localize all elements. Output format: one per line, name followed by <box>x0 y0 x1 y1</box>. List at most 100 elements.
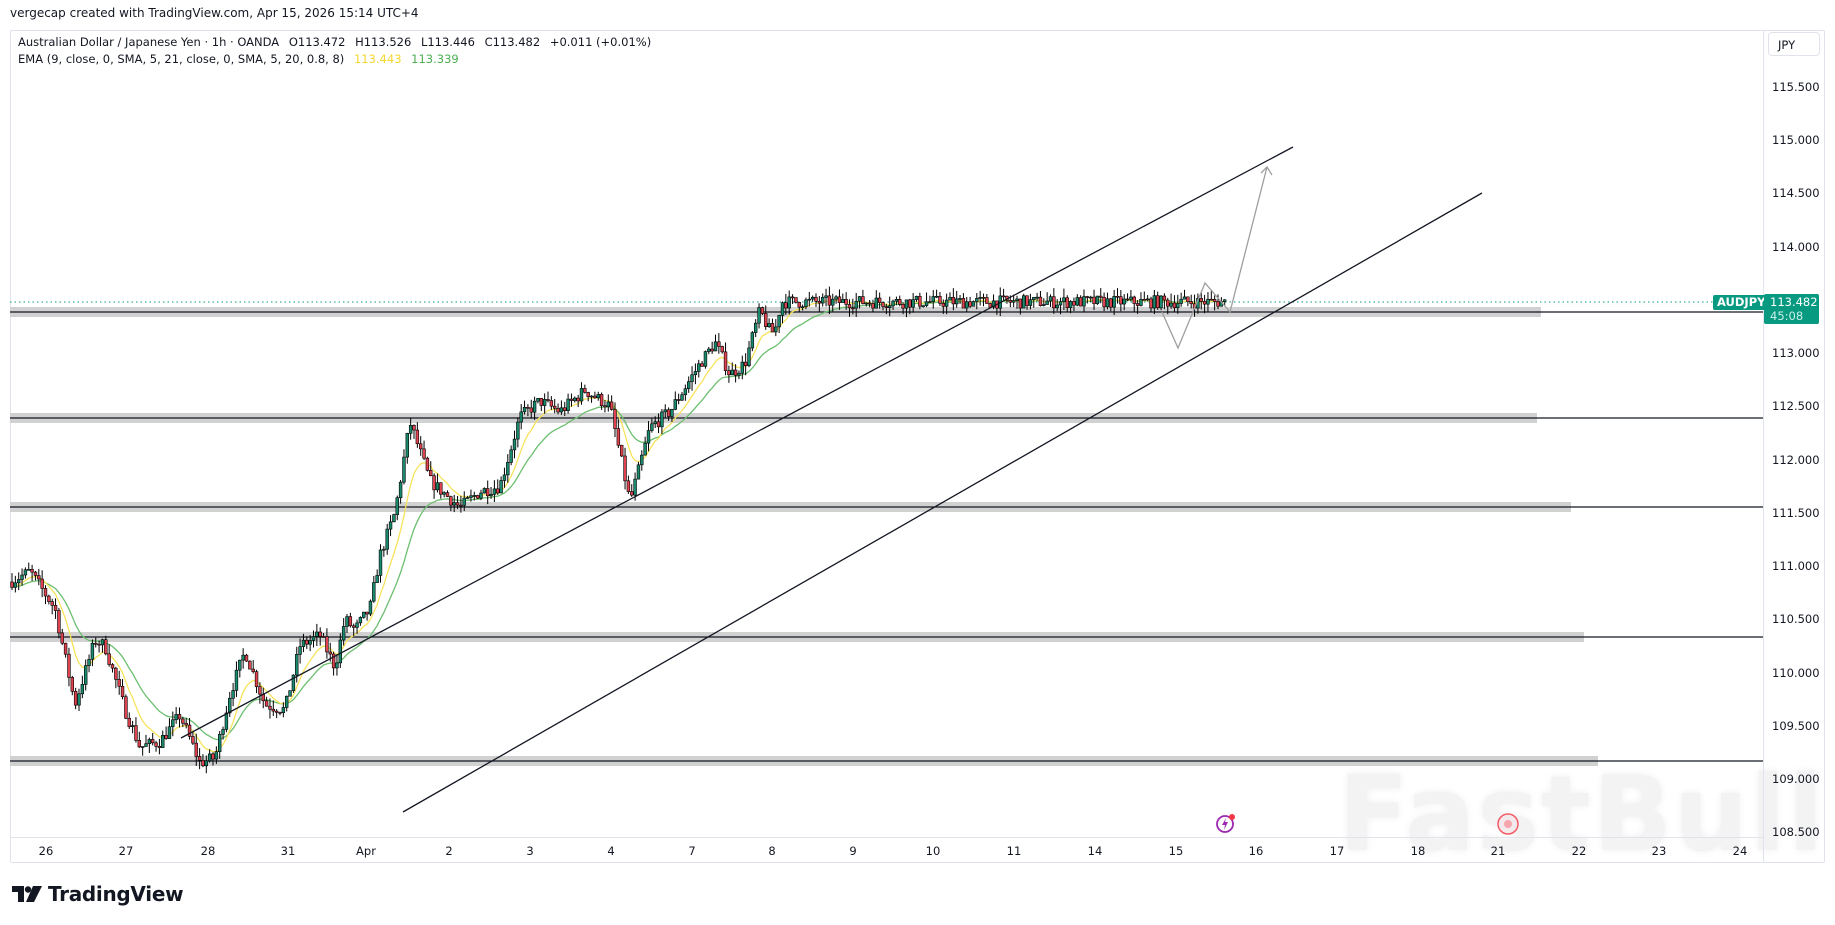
ema-fast-line <box>11 298 1225 753</box>
date-tick-label: 23 <box>1651 844 1667 858</box>
candle-up <box>670 409 674 417</box>
candle-down <box>666 409 671 417</box>
candle-down <box>194 742 198 757</box>
candle-down <box>630 491 634 496</box>
candle-up <box>841 299 845 303</box>
candle-down <box>790 296 795 299</box>
ema-slow-value: 113.339 <box>411 52 459 66</box>
candle-up <box>402 456 406 483</box>
candle-down <box>73 691 78 706</box>
candle-down <box>529 407 533 413</box>
candle-down <box>1156 295 1160 309</box>
bar-countdown: 45:08 <box>1770 309 1804 323</box>
indicator-name[interactable]: EMA (9, close, 0, SMA, 5, 21, close, 0, … <box>18 52 345 66</box>
candle-up <box>358 617 363 624</box>
candle-down <box>549 400 554 407</box>
candle-up <box>388 521 393 530</box>
candle-down <box>53 605 58 611</box>
candle-up <box>686 381 691 390</box>
candle-up <box>228 697 232 714</box>
event-marker-icon[interactable] <box>1496 812 1520 836</box>
candle-down <box>191 736 195 744</box>
economic-event-icon[interactable] <box>1215 812 1237 834</box>
candle-up <box>1048 296 1053 302</box>
candle-down <box>63 642 68 655</box>
candle-up <box>854 300 858 309</box>
candle-down <box>784 302 788 309</box>
candle-down <box>552 405 557 409</box>
candle-up <box>1015 298 1019 301</box>
candle-down <box>837 296 842 303</box>
candle-up <box>395 497 399 515</box>
candle-up <box>904 299 909 309</box>
legend-symbol[interactable]: Australian Dollar / Japanese Yen · 1h · … <box>18 35 280 49</box>
candle-up <box>512 438 517 451</box>
channel-upper-line <box>180 146 1294 739</box>
price-tick-label: 110.000 <box>1772 665 1820 680</box>
projection-arrow-head-icon <box>1260 165 1273 176</box>
candle-up <box>341 626 346 641</box>
candle-down <box>1172 302 1177 309</box>
date-tick-label: 10 <box>925 844 941 858</box>
candle-up <box>392 514 396 523</box>
candle-up <box>934 295 939 298</box>
candle-up <box>1179 298 1183 304</box>
date-tick-label: 18 <box>1410 844 1426 858</box>
candle-up <box>90 642 95 660</box>
candle-up <box>532 400 537 413</box>
candle-down <box>938 295 942 304</box>
candle-up <box>482 488 487 494</box>
candle-up <box>1206 298 1210 305</box>
candle-down <box>254 671 259 687</box>
candle-down <box>1008 300 1013 303</box>
candle-up <box>161 735 165 748</box>
time-axis[interactable] <box>10 837 1763 864</box>
candle-down <box>244 654 249 662</box>
chart-panel[interactable] <box>10 30 1825 863</box>
tradingview-logo[interactable]: TradingView <box>12 882 184 906</box>
candle-up <box>1159 295 1163 309</box>
candle-down <box>609 401 614 410</box>
candle-down <box>901 304 905 309</box>
candle-up <box>298 646 302 655</box>
candle-up <box>787 296 791 309</box>
candle-down <box>764 313 768 327</box>
candle-up <box>747 347 751 367</box>
candle-up <box>492 488 497 495</box>
candle-up <box>643 442 647 456</box>
candle-up <box>660 411 664 428</box>
candle-down <box>593 395 597 399</box>
date-tick-label: 4 <box>607 844 615 858</box>
candle-up <box>174 714 178 721</box>
candle-down <box>432 475 436 491</box>
candle-down <box>197 756 202 761</box>
candle-up <box>573 397 577 401</box>
candle-up <box>807 298 812 301</box>
candle-down <box>415 429 420 445</box>
candle-down <box>586 392 590 398</box>
candle-up <box>218 734 222 752</box>
candle-down <box>1189 301 1193 305</box>
candle-down <box>961 298 966 309</box>
candle-down <box>881 302 885 307</box>
legend-symbol-row: Australian Dollar / Japanese Yen · 1h · … <box>18 34 657 51</box>
candle-down <box>1099 295 1103 298</box>
candle-down <box>1001 295 1006 298</box>
date-tick-label: 3 <box>526 844 534 858</box>
candle-up <box>204 760 208 767</box>
candle-up <box>462 497 466 506</box>
candle-up <box>16 579 21 584</box>
candle-down <box>619 444 624 457</box>
candle-down <box>770 323 775 333</box>
candle-down <box>33 571 38 576</box>
candle-up <box>87 659 91 666</box>
candle-up <box>167 726 172 739</box>
candle-down <box>449 496 453 506</box>
candle-down <box>117 679 121 687</box>
currency-button[interactable]: JPY <box>1768 32 1820 56</box>
candle-up <box>224 712 229 730</box>
price-axis[interactable] <box>1763 30 1825 863</box>
candle-down <box>760 307 765 314</box>
candle-down <box>67 653 71 678</box>
